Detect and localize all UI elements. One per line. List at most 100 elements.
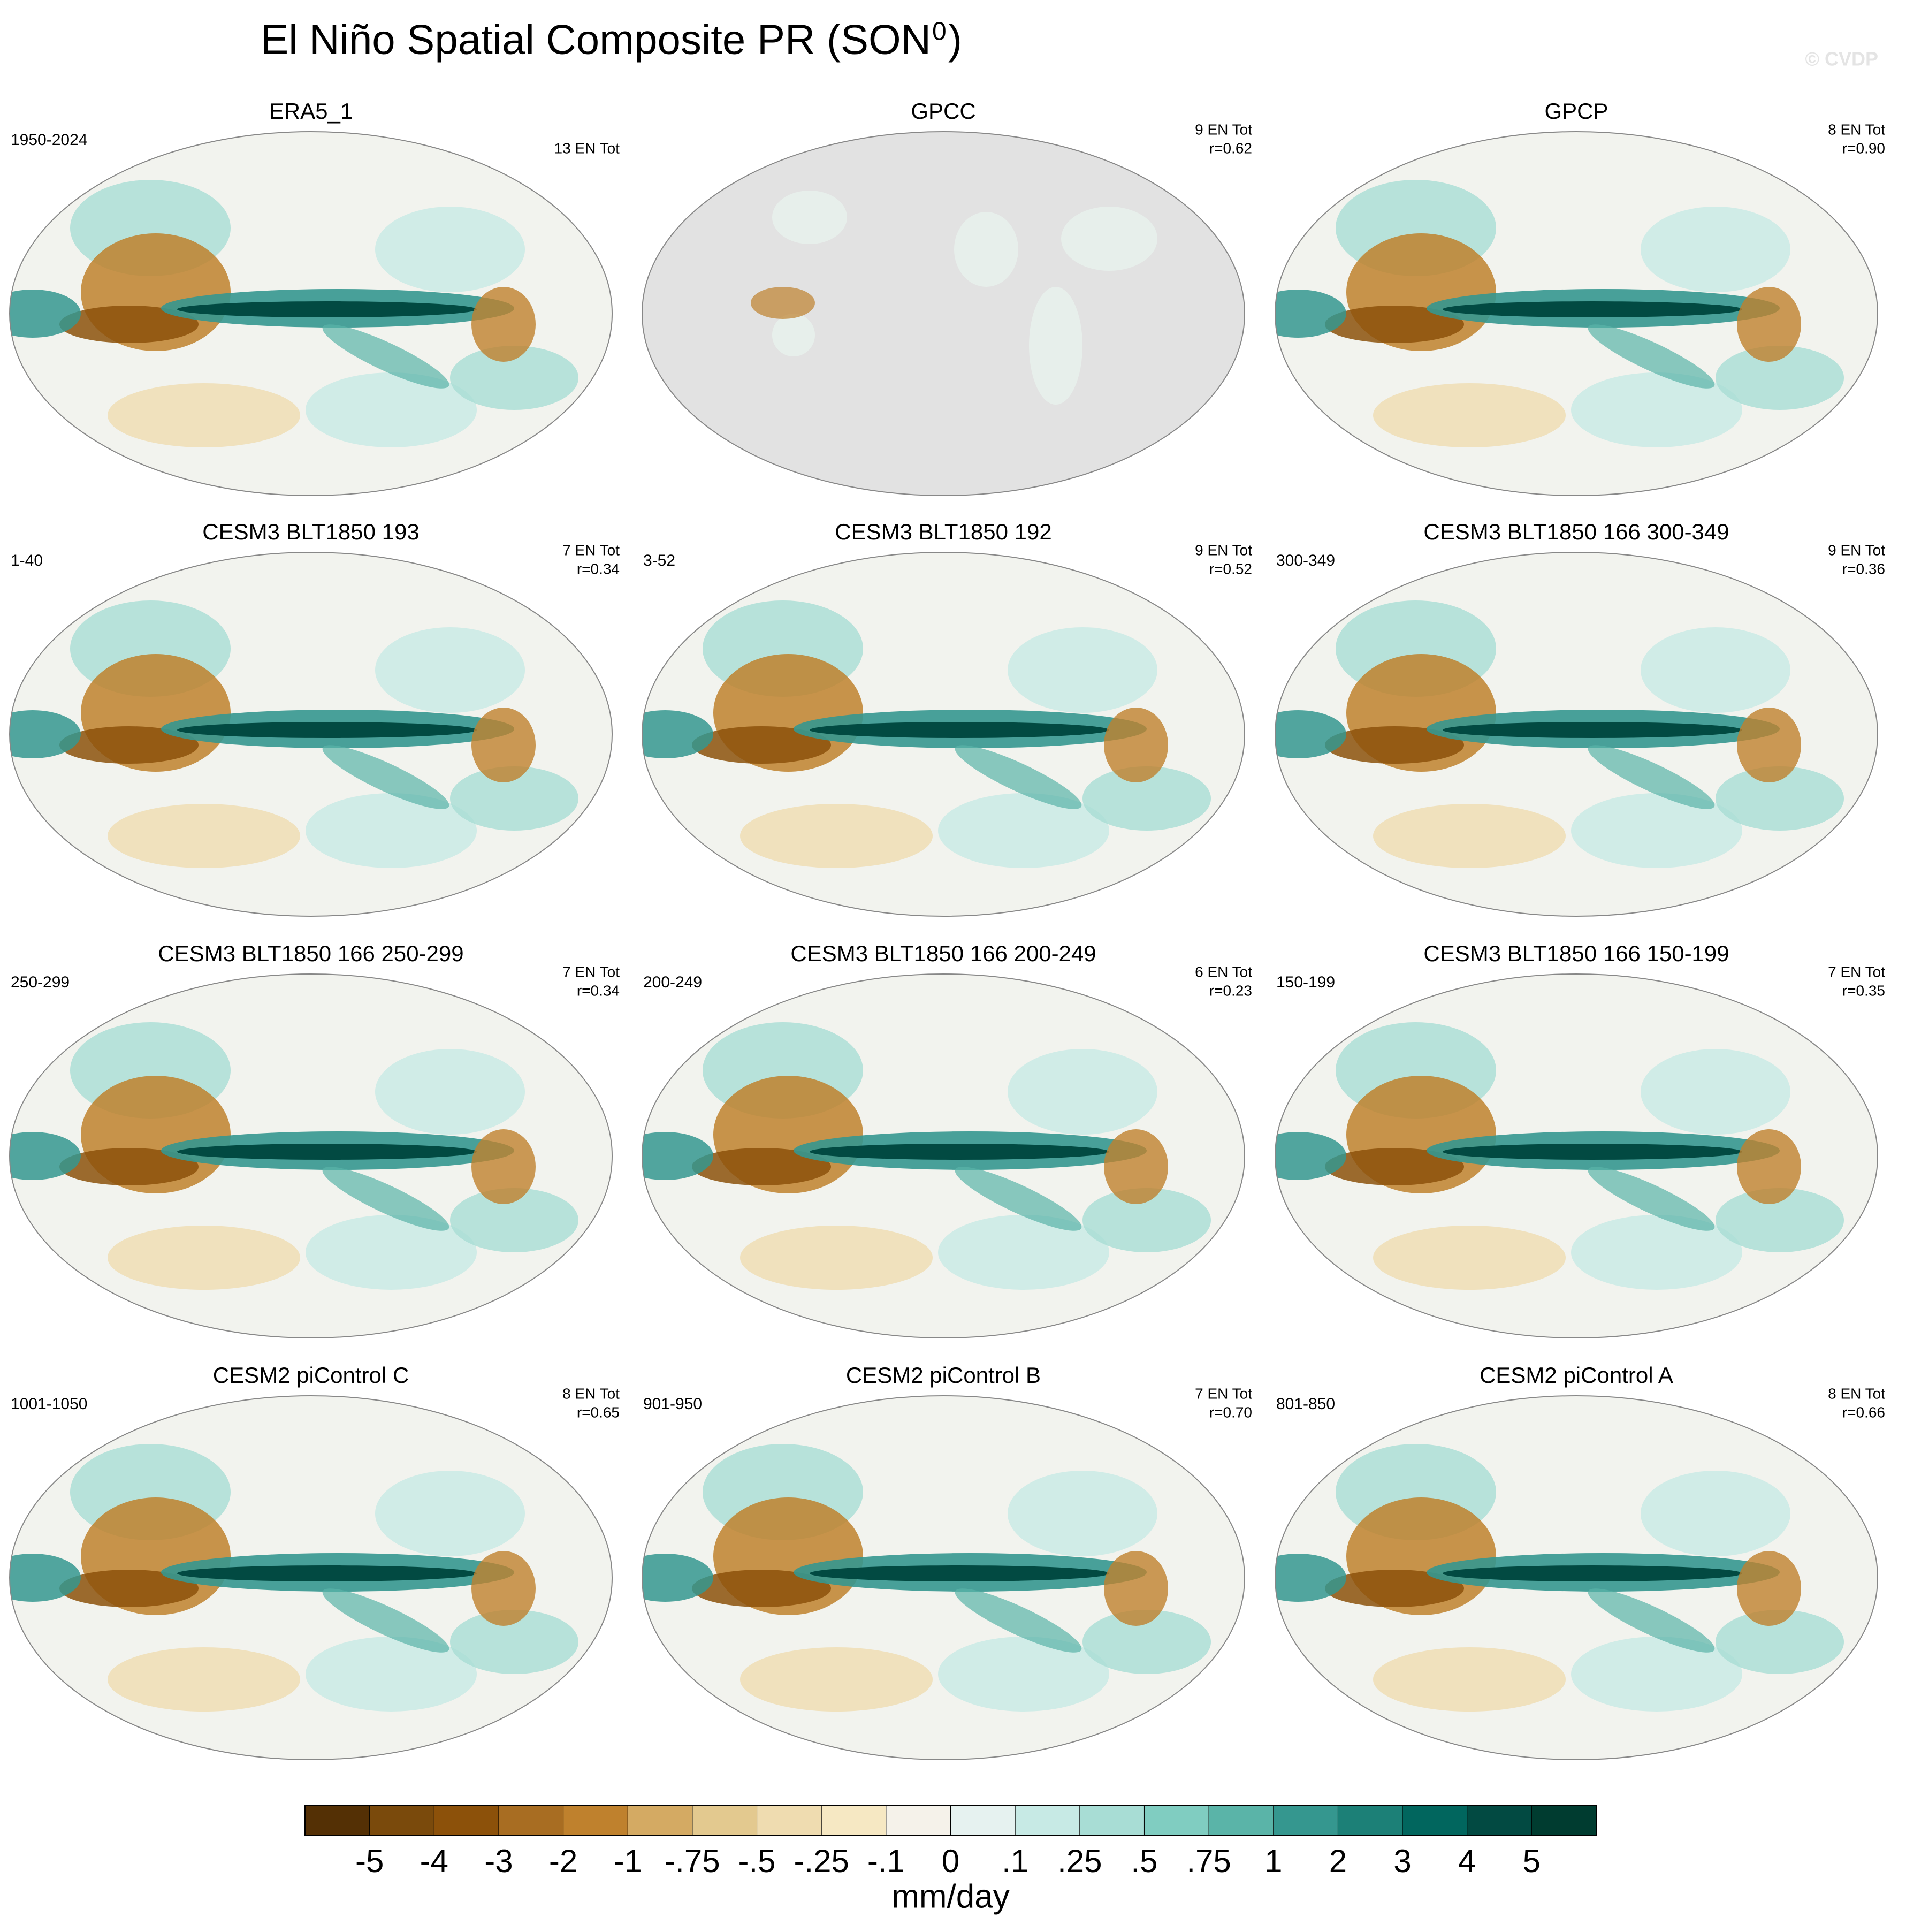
colorbar-box: [886, 1805, 951, 1835]
anomaly: [1373, 804, 1566, 868]
anomaly: [1571, 1215, 1742, 1290]
colorbar-box: [1467, 1805, 1532, 1835]
anomaly: [1373, 1647, 1566, 1712]
colorbar-label: .75: [1186, 1843, 1231, 1879]
colorbar-label: 4: [1458, 1843, 1476, 1879]
anomaly: [1737, 1129, 1801, 1204]
anomaly: [938, 1637, 1109, 1712]
panel-count: 7 EN Tot: [1828, 963, 1885, 980]
colorbar-units: mm/day: [891, 1878, 1009, 1915]
colorbar-box: [1273, 1805, 1338, 1835]
colorbar-box: [1338, 1805, 1403, 1835]
anomaly: [1641, 627, 1790, 713]
map: [642, 1396, 1245, 1760]
panel-r: r=0.34: [577, 982, 620, 999]
panel-title: CESM3 BLT1850 166 200-249: [790, 941, 1096, 966]
panel-count: 8 EN Tot: [562, 1385, 620, 1402]
anomaly: [10, 1554, 81, 1602]
map: [642, 132, 1245, 496]
map-outline: [9, 131, 613, 496]
anomaly: [375, 627, 525, 713]
map: [1275, 1396, 1878, 1760]
anomaly: [1008, 1471, 1157, 1556]
anomaly: [1443, 301, 1742, 317]
anomaly: [59, 306, 199, 343]
map: [10, 974, 612, 1338]
panel-years: 901-950: [643, 1395, 702, 1413]
anomaly: [471, 287, 536, 362]
anomaly: [108, 383, 300, 447]
map: [10, 132, 612, 496]
anomaly: [955, 1167, 1082, 1231]
colorbar-box: [1402, 1805, 1468, 1835]
anomaly: [1641, 207, 1790, 292]
anomaly: [1275, 290, 1346, 338]
anomaly: [1082, 766, 1211, 831]
colorbar-label: .5: [1131, 1843, 1157, 1879]
anomaly: [692, 726, 831, 764]
anomaly: [1571, 372, 1742, 447]
anomaly: [1325, 306, 1464, 343]
panel-count: 9 EN Tot: [1195, 542, 1252, 558]
anomaly: [1716, 1610, 1844, 1674]
anomaly: [810, 722, 1109, 738]
land-anomaly: [954, 212, 1018, 287]
anomaly: [810, 1144, 1109, 1160]
panel-title: CESM3 BLT1850 193: [202, 519, 419, 544]
panel-title: CESM3 BLT1850 166 300-349: [1423, 519, 1729, 544]
anomaly: [1588, 324, 1715, 389]
panel-r: r=0.35: [1842, 982, 1885, 999]
anomaly: [810, 1565, 1109, 1581]
panel-years: 801-850: [1276, 1395, 1335, 1413]
colorbar-box: [1531, 1805, 1597, 1835]
colorbar-label: -.1: [867, 1843, 905, 1879]
colorbar-box: [563, 1805, 628, 1835]
anomaly: [10, 1132, 81, 1180]
anomaly: [375, 1471, 525, 1556]
anomaly: [177, 722, 477, 738]
map-background: [642, 132, 1245, 496]
anomaly: [1008, 1049, 1157, 1135]
panel-r: r=0.70: [1209, 1404, 1252, 1420]
anomaly: [450, 346, 578, 410]
map: [1275, 974, 1878, 1338]
panel-r: r=0.65: [577, 1404, 620, 1420]
panel-years: 3-52: [643, 552, 675, 569]
anomaly: [938, 793, 1109, 868]
colorbar-box: [757, 1805, 822, 1835]
colorbar-box: [305, 1805, 370, 1835]
anomaly: [1082, 1610, 1211, 1674]
anomaly: [471, 1551, 536, 1626]
panel-r: r=0.52: [1209, 560, 1252, 577]
anomaly: [322, 1588, 449, 1653]
colorbar-box: [1144, 1805, 1209, 1835]
panel-count: 7 EN Tot: [562, 963, 620, 980]
panel-title: CESM2 piControl C: [213, 1363, 409, 1388]
anomaly: [740, 804, 933, 868]
anomaly: [1737, 287, 1801, 362]
panel-title: ERA5_1: [269, 98, 353, 124]
colorbar-label: -.5: [738, 1843, 776, 1879]
panel-r: r=0.66: [1842, 1404, 1885, 1420]
anomaly: [1373, 383, 1566, 447]
anomaly: [1325, 1570, 1464, 1607]
colorbar-box: [1079, 1805, 1145, 1835]
panel-count: 6 EN Tot: [1195, 963, 1252, 980]
colorbar-label: -2: [549, 1843, 577, 1879]
colorbar-box: [1209, 1805, 1274, 1835]
panel-title: CESM2 piControl A: [1480, 1363, 1673, 1388]
colorbar-label: .25: [1057, 1843, 1102, 1879]
anomaly: [1275, 1132, 1346, 1180]
anomaly: [1641, 1471, 1790, 1556]
panel-title: CESM3 BLT1850 166 250-299: [158, 941, 463, 966]
anomaly: [1443, 1565, 1742, 1581]
anomaly: [322, 745, 449, 809]
anomaly: [1443, 722, 1742, 738]
anomaly: [1641, 1049, 1790, 1135]
anomaly: [642, 1554, 713, 1602]
title-superscript: 0: [932, 18, 947, 46]
map: [642, 974, 1245, 1338]
land-anomaly: [1029, 287, 1082, 405]
anomaly: [642, 1132, 713, 1180]
anomaly: [740, 1226, 933, 1290]
